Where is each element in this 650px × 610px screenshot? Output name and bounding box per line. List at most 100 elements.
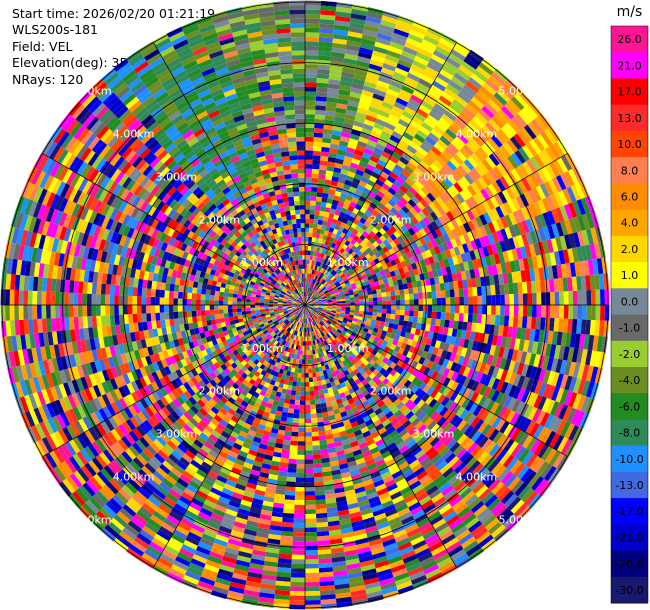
velocity-gate bbox=[322, 137, 332, 144]
velocity-gate bbox=[351, 285, 357, 290]
velocity-gate bbox=[316, 78, 329, 84]
velocity-gate bbox=[308, 241, 312, 247]
velocity-gate bbox=[532, 136, 546, 152]
velocity-gate bbox=[376, 32, 393, 42]
velocity-gate bbox=[309, 395, 315, 401]
velocity-gate bbox=[422, 292, 428, 299]
velocity-gate bbox=[319, 290, 324, 295]
velocity-gate bbox=[428, 57, 444, 69]
velocity-gate bbox=[556, 157, 569, 173]
velocity-gate bbox=[331, 134, 341, 141]
velocity-gate bbox=[467, 170, 478, 183]
velocity-gate bbox=[352, 288, 358, 293]
velocity-gate bbox=[310, 404, 316, 410]
velocity-gate bbox=[387, 199, 397, 208]
velocity-gate bbox=[445, 128, 458, 140]
velocity-gate bbox=[459, 190, 469, 202]
velocity-gate bbox=[462, 144, 474, 156]
velocity-gate bbox=[321, 258, 326, 264]
velocity-gate bbox=[480, 188, 490, 201]
velocity-gate bbox=[327, 156, 337, 163]
velocity-gate bbox=[337, 251, 343, 258]
velocity-gate bbox=[434, 76, 449, 88]
velocity-gate bbox=[358, 47, 374, 55]
velocity-gate bbox=[299, 354, 303, 360]
velocity-gate bbox=[371, 273, 378, 279]
velocity-gate bbox=[310, 250, 314, 256]
velocity-gate bbox=[300, 395, 305, 401]
velocity-gate bbox=[360, 176, 369, 184]
velocity-gate bbox=[487, 233, 496, 245]
velocity-gate bbox=[354, 280, 361, 286]
velocity-gate bbox=[332, 171, 341, 178]
velocity-gate bbox=[389, 171, 399, 180]
velocity-gate bbox=[308, 282, 311, 288]
velocity-gate bbox=[468, 196, 479, 208]
velocity-gate bbox=[314, 476, 324, 483]
velocity-gate bbox=[404, 106, 417, 117]
velocity-gate bbox=[307, 245, 312, 251]
velocity-gate bbox=[510, 152, 523, 167]
velocity-gate bbox=[411, 195, 420, 205]
velocity-gate bbox=[432, 49, 449, 61]
velocity-gate bbox=[505, 186, 516, 200]
velocity-gate bbox=[313, 274, 317, 280]
velocity-gate bbox=[378, 134, 390, 144]
velocity-gate bbox=[359, 217, 367, 225]
velocity-gate bbox=[310, 186, 318, 192]
velocity-gate bbox=[399, 216, 408, 225]
velocity-gate bbox=[316, 87, 328, 93]
velocity-gate bbox=[377, 265, 384, 272]
velocity-gate bbox=[343, 290, 349, 295]
velocity-gate bbox=[432, 254, 439, 263]
velocity-gate bbox=[399, 184, 409, 194]
velocity-gate bbox=[438, 225, 447, 235]
velocity-gate bbox=[358, 160, 368, 168]
velocity-gate bbox=[367, 266, 374, 272]
velocity-gate bbox=[358, 180, 367, 188]
velocity-gate bbox=[353, 120, 364, 128]
velocity-gate bbox=[350, 181, 359, 189]
velocity-gate bbox=[458, 313, 464, 322]
velocity-gate bbox=[366, 216, 374, 224]
velocity-gate bbox=[422, 156, 433, 167]
velocity-gate bbox=[460, 253, 468, 263]
velocity-gate bbox=[289, 449, 298, 455]
velocity-gate bbox=[421, 251, 429, 260]
velocity-gate bbox=[336, 102, 348, 110]
velocity-gate bbox=[513, 133, 526, 148]
velocity-gate bbox=[305, 345, 308, 351]
velocity-gate bbox=[427, 232, 435, 242]
velocity-gate bbox=[331, 218, 338, 225]
velocity-gate bbox=[550, 291, 555, 305]
velocity-gate bbox=[335, 267, 341, 273]
velocity-gate bbox=[510, 96, 525, 111]
velocity-gate bbox=[382, 300, 387, 305]
velocity-gate bbox=[305, 550, 319, 555]
velocity-gate bbox=[296, 468, 305, 474]
velocity-gate bbox=[329, 252, 335, 258]
velocity-gate bbox=[305, 468, 314, 474]
velocity-gate bbox=[446, 220, 455, 231]
velocity-gate bbox=[333, 24, 350, 32]
velocity-gate bbox=[312, 372, 317, 378]
velocity-gate bbox=[411, 262, 418, 270]
velocity-gate bbox=[473, 93, 488, 106]
velocity-gate bbox=[499, 176, 510, 190]
velocity-gate bbox=[292, 531, 305, 537]
velocity-gate bbox=[604, 289, 610, 305]
velocity-gate bbox=[407, 235, 416, 244]
velocity-gate bbox=[354, 305, 360, 308]
velocity-gate bbox=[580, 197, 591, 214]
velocity-gate bbox=[305, 27, 320, 33]
velocity-gate bbox=[390, 259, 397, 267]
velocity-gate bbox=[305, 32, 320, 38]
velocity-gate bbox=[375, 244, 383, 252]
velocity-gate bbox=[374, 194, 383, 203]
velocity-gate bbox=[299, 350, 303, 355]
velocity-gate bbox=[428, 202, 438, 212]
velocity-gate bbox=[531, 305, 537, 318]
velocity-gate bbox=[309, 283, 313, 288]
velocity-gate bbox=[426, 166, 437, 177]
velocity-gate bbox=[356, 184, 365, 192]
